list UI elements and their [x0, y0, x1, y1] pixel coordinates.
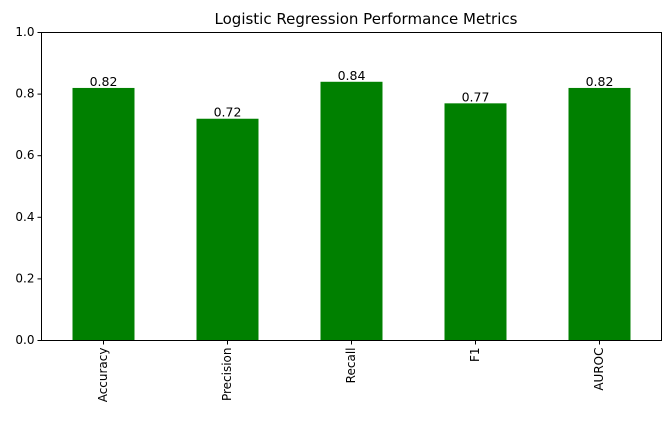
- y-tick-label: 0.2: [15, 271, 34, 285]
- x-tick-label: Precision: [220, 348, 234, 402]
- data-label: 0.82: [90, 74, 118, 89]
- x-axis: Accuracy Precision Recall F1 AUROC: [96, 340, 606, 403]
- x-tick-label: Recall: [344, 348, 358, 384]
- y-axis: 0.0 0.2 0.4 0.6 0.8 1.0: [15, 25, 42, 347]
- bar: [320, 81, 383, 341]
- bar: [444, 103, 507, 341]
- x-tick-label: Accuracy: [96, 348, 110, 403]
- bar: [72, 87, 135, 341]
- x-tick-label: F1: [468, 348, 482, 363]
- x-tick-label: AUROC: [592, 348, 606, 391]
- chart-title: Logistic Regression Performance Metrics: [215, 10, 518, 28]
- data-label: 0.84: [338, 68, 366, 83]
- plot-frame: [41, 32, 662, 341]
- bar: [196, 118, 259, 341]
- y-tick-label: 0.4: [15, 210, 34, 224]
- y-tick-label: 0.8: [15, 87, 34, 101]
- y-tick-label: 0.6: [15, 148, 34, 162]
- data-label: 0.77: [462, 89, 490, 104]
- bars-group: 0.82 0.72 0.84 0.77 0.82: [72, 68, 631, 341]
- data-label: 0.82: [586, 74, 614, 89]
- data-label: 0.72: [214, 105, 242, 120]
- y-tick-label: 0.0: [15, 333, 34, 347]
- bar: [568, 87, 631, 341]
- y-tick-label: 1.0: [15, 25, 34, 39]
